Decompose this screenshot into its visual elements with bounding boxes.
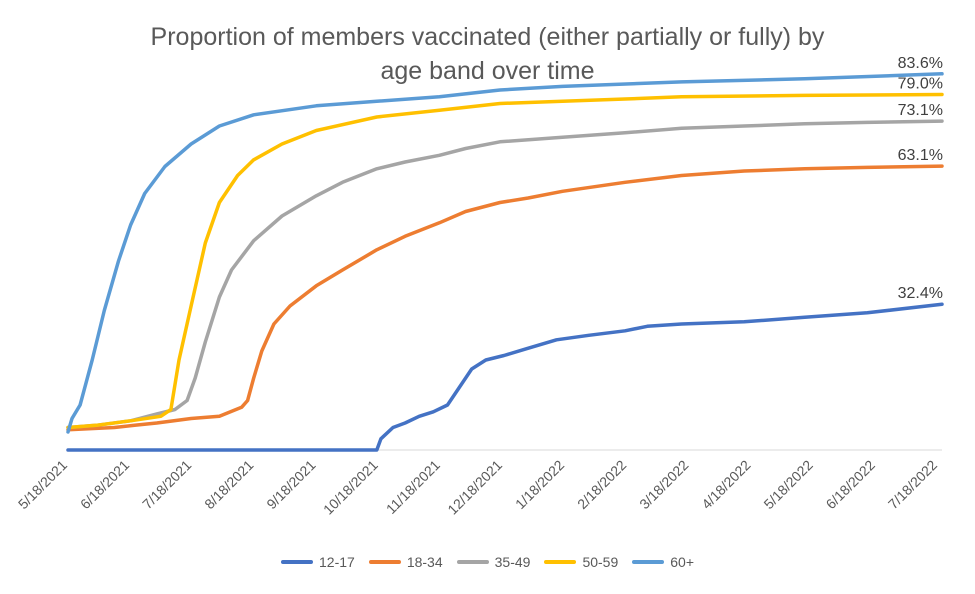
series-line-18-34: [66, 164, 944, 432]
x-tick-label: 5/18/2021: [15, 457, 71, 513]
legend-item-60: 60+: [632, 554, 694, 570]
legend-swatch: [544, 560, 577, 564]
x-tick-label: 7/18/2022: [885, 457, 941, 513]
data-label-35-49: 73.1%: [898, 102, 943, 119]
legend-item-50-59: 50-59: [544, 554, 618, 570]
legend-swatch: [456, 560, 489, 564]
legend-label: 12-17: [319, 554, 355, 570]
chart-title: Proportion of members vaccinated (either…: [150, 23, 825, 85]
series-line-60: [66, 72, 944, 434]
data-label-60: 83.6%: [898, 55, 943, 72]
x-tick-label: 8/18/2021: [201, 457, 257, 513]
x-tick-label: 2/18/2022: [574, 457, 630, 513]
legend-item-18-34: 18-34: [368, 554, 443, 570]
legend-swatch: [632, 560, 665, 564]
x-tick-label: 12/18/2021: [444, 457, 505, 518]
x-tick-label: 6/18/2021: [77, 457, 133, 513]
x-tick-label: 11/18/2021: [383, 457, 443, 517]
end-label-layer: 32.4% 63.1% 73.1% 79.0% 83.6%: [898, 55, 943, 302]
legend-label: 18-34: [406, 554, 443, 570]
legend-item-35-49: 35-49: [456, 554, 531, 570]
x-tick-label: 1/18/2022: [512, 457, 568, 513]
series-line-35-49: [66, 119, 944, 430]
legend: 12-17 18-34 35-49 50-59 60+: [0, 554, 975, 570]
legend-label: 35-49: [494, 554, 531, 570]
x-tick-label: 3/18/2022: [636, 457, 692, 513]
legend-swatch: [368, 560, 401, 564]
x-tick-layer: 5/18/2021 6/18/2021 7/18/2021 8/18/2021 9/18…: [15, 457, 941, 518]
series-line-50-59: [66, 92, 944, 430]
series-line-12-17: [66, 302, 944, 452]
x-tick-label: 5/18/2022: [760, 457, 816, 513]
legend-label: 50-59: [582, 554, 619, 570]
x-tick-label: 6/18/2022: [823, 457, 879, 513]
x-tick-label: 9/18/2021: [263, 457, 319, 513]
x-tick-label: 10/18/2021: [320, 457, 381, 518]
legend-item-12-17: 12-17: [281, 554, 355, 570]
data-label-12-17: 32.4%: [898, 285, 943, 302]
data-label-18-34: 63.1%: [898, 147, 943, 164]
legend-label: 60+: [670, 554, 694, 570]
series-layer: [66, 72, 944, 452]
data-label-50-59: 79.0%: [898, 76, 943, 93]
legend-swatch: [281, 560, 313, 564]
x-tick-label: 4/18/2022: [698, 457, 754, 513]
x-tick-label: 7/18/2021: [139, 457, 195, 513]
